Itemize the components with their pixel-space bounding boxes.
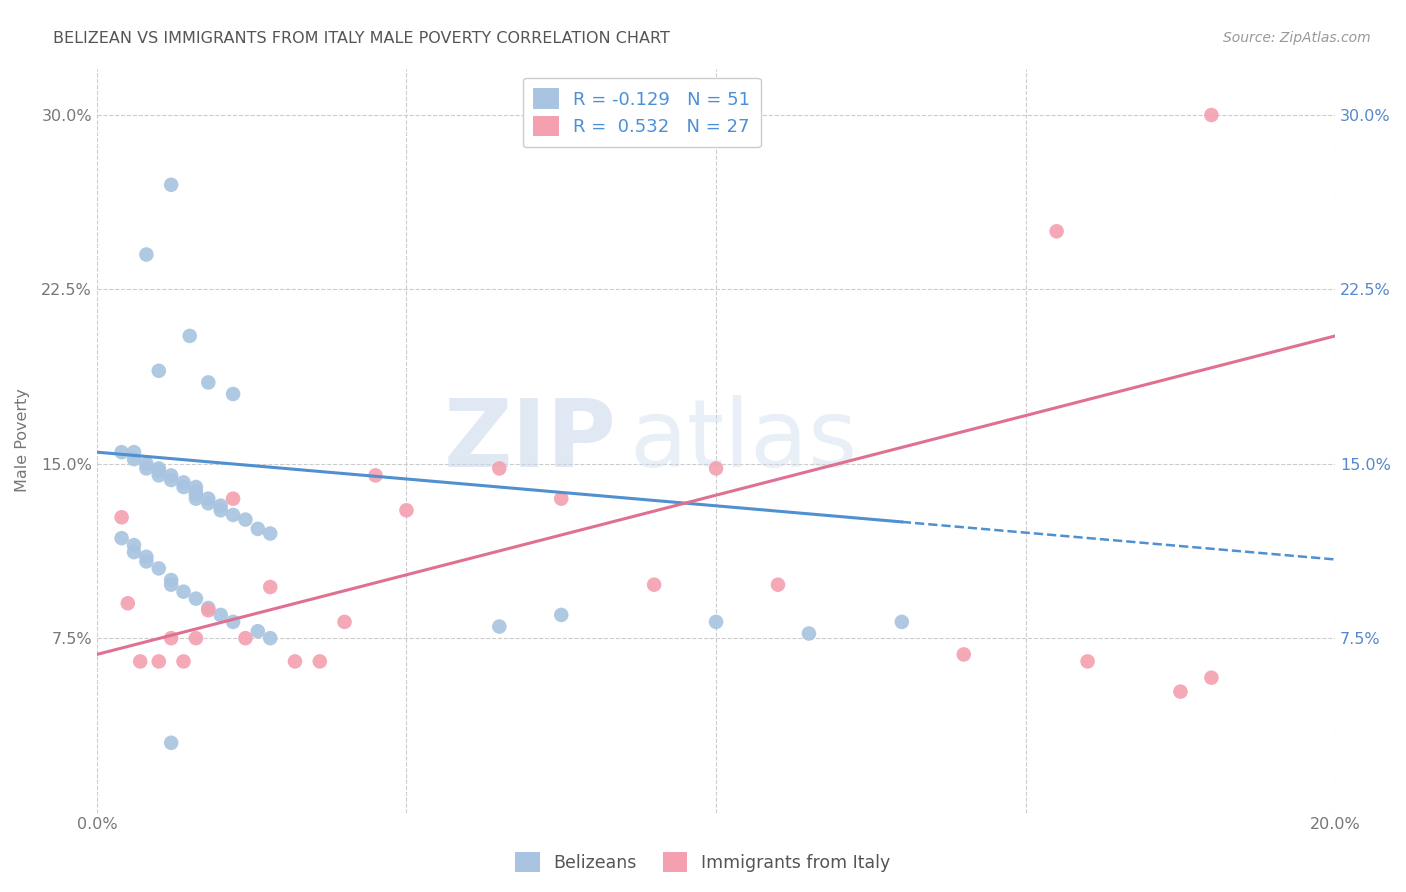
Point — [197, 603, 219, 617]
Point — [135, 247, 157, 261]
Point — [259, 631, 281, 645]
Point — [184, 487, 207, 501]
Point — [222, 508, 245, 522]
Point — [235, 631, 257, 645]
Point — [148, 561, 170, 575]
Point — [209, 503, 232, 517]
Point — [122, 452, 145, 467]
Point — [148, 468, 170, 483]
Point — [197, 601, 219, 615]
Point — [197, 491, 219, 506]
Point — [259, 580, 281, 594]
Point — [148, 654, 170, 668]
Point — [333, 615, 356, 629]
Legend: R = -0.129   N = 51, R =  0.532   N = 27: R = -0.129 N = 51, R = 0.532 N = 27 — [523, 78, 761, 147]
Point — [1201, 671, 1223, 685]
Point — [284, 654, 307, 668]
Point — [160, 468, 183, 483]
Point — [1201, 108, 1223, 122]
Point — [197, 376, 219, 390]
Point — [766, 577, 789, 591]
Point — [209, 607, 232, 622]
Point — [129, 654, 152, 668]
Y-axis label: Male Poverty: Male Poverty — [15, 389, 30, 492]
Point — [184, 631, 207, 645]
Point — [117, 596, 139, 610]
Point — [364, 468, 387, 483]
Point — [160, 473, 183, 487]
Point — [550, 491, 572, 506]
Point — [235, 512, 257, 526]
Point — [173, 480, 195, 494]
Point — [197, 496, 219, 510]
Point — [148, 464, 170, 478]
Point — [173, 475, 195, 490]
Point — [704, 461, 727, 475]
Point — [179, 329, 201, 343]
Point — [259, 526, 281, 541]
Point — [704, 615, 727, 629]
Point — [160, 631, 183, 645]
Point — [184, 491, 207, 506]
Point — [135, 457, 157, 471]
Text: ZIP: ZIP — [444, 394, 617, 486]
Point — [395, 503, 418, 517]
Point — [246, 522, 269, 536]
Point — [797, 626, 820, 640]
Point — [222, 387, 245, 401]
Point — [110, 510, 132, 524]
Point — [110, 531, 132, 545]
Point — [209, 499, 232, 513]
Point — [952, 648, 974, 662]
Point — [184, 591, 207, 606]
Point — [148, 364, 170, 378]
Point — [160, 573, 183, 587]
Point — [222, 491, 245, 506]
Point — [160, 736, 183, 750]
Point — [222, 615, 245, 629]
Legend: Belizeans, Immigrants from Italy: Belizeans, Immigrants from Italy — [509, 845, 897, 879]
Point — [550, 607, 572, 622]
Point — [488, 619, 510, 633]
Point — [184, 480, 207, 494]
Point — [110, 445, 132, 459]
Text: Source: ZipAtlas.com: Source: ZipAtlas.com — [1223, 31, 1371, 45]
Point — [160, 178, 183, 192]
Point — [148, 461, 170, 475]
Point — [135, 549, 157, 564]
Point — [246, 624, 269, 639]
Point — [1170, 684, 1192, 698]
Point — [643, 577, 665, 591]
Point — [1046, 224, 1069, 238]
Point — [135, 461, 157, 475]
Point — [890, 615, 912, 629]
Point — [308, 654, 330, 668]
Point — [173, 584, 195, 599]
Point — [122, 545, 145, 559]
Point — [122, 445, 145, 459]
Text: BELIZEAN VS IMMIGRANTS FROM ITALY MALE POVERTY CORRELATION CHART: BELIZEAN VS IMMIGRANTS FROM ITALY MALE P… — [53, 31, 671, 46]
Point — [160, 577, 183, 591]
Point — [1077, 654, 1099, 668]
Text: atlas: atlas — [630, 394, 858, 486]
Point — [122, 538, 145, 552]
Point — [135, 554, 157, 568]
Point — [173, 654, 195, 668]
Point — [184, 484, 207, 499]
Point — [488, 461, 510, 475]
